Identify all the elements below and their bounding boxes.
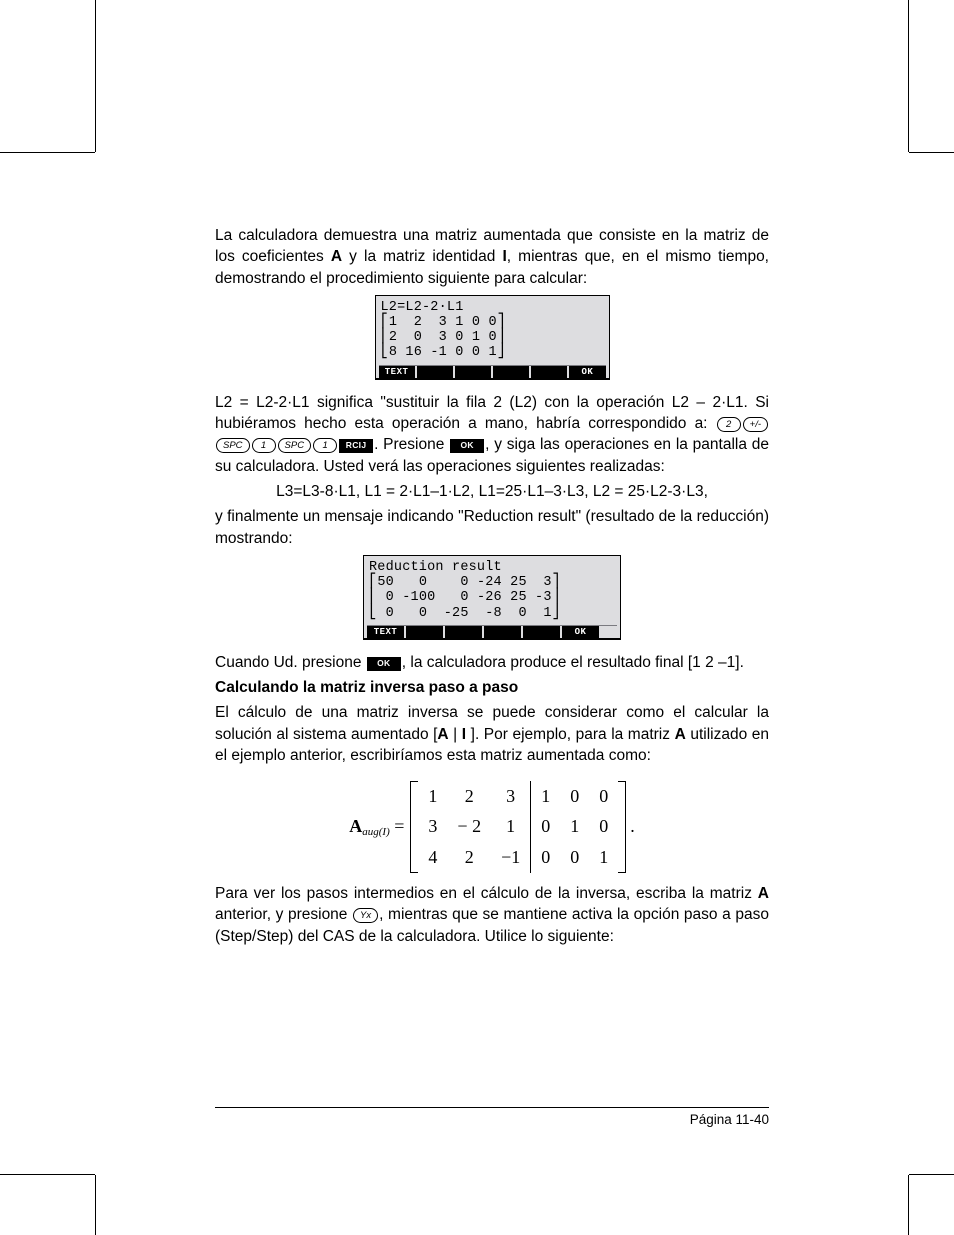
key-spc: SPC xyxy=(278,438,312,453)
cell: 4 xyxy=(418,842,447,873)
crop-mark xyxy=(908,1175,909,1235)
key-1: 1 xyxy=(252,438,276,453)
crop-mark xyxy=(95,1175,96,1235)
calc-menu: TEXT OK xyxy=(367,625,617,638)
cell: 3 xyxy=(491,781,531,812)
calc-screen: L2=L2-2·L1 ⎡1 2 3 1 0 0⎤ ⎢2 0 3 0 1 0⎥ ⎣… xyxy=(375,295,610,379)
text: , la calculadora produce el resultado fi… xyxy=(402,654,744,671)
softkey-blank xyxy=(523,626,560,638)
cell: 0 xyxy=(560,781,589,812)
cell: − 2 xyxy=(447,811,491,842)
cell: 3 xyxy=(418,811,447,842)
cell: 0 xyxy=(589,781,618,812)
softkey-blank xyxy=(406,626,443,638)
cell: 0 xyxy=(589,811,618,842)
softkey-ok: OK xyxy=(367,657,401,671)
text: | xyxy=(449,726,462,743)
bold-A: A xyxy=(437,726,448,743)
operations-line: L3=L3-8·L1, L1 = 2·L1–1·L2, L1=25·L1–3·L… xyxy=(215,481,769,502)
paragraph-3: y finalmente un mensaje indicando "Reduc… xyxy=(215,506,769,549)
softkey-ok: OK xyxy=(569,366,605,378)
cell: 1 xyxy=(531,781,561,812)
text: Para ver los pasos intermedios en el cál… xyxy=(215,885,758,902)
softkey-ok: OK xyxy=(450,439,484,453)
softkey-blank xyxy=(493,366,529,378)
key-2: 2 xyxy=(717,417,741,432)
crop-mark xyxy=(909,1174,954,1175)
section-heading: Calculando la matriz inversa paso a paso xyxy=(215,677,769,698)
augmented-matrix: 1 2 3 1 0 0 3 − 2 1 0 1 xyxy=(410,781,626,873)
crop-mark xyxy=(95,0,96,152)
calc-menu: TEXT OK xyxy=(379,365,606,378)
softkey-blank xyxy=(445,626,482,638)
text: Cuando Ud. presione xyxy=(215,654,366,671)
cell: 0 xyxy=(531,842,561,873)
cell: 1 xyxy=(491,811,531,842)
page-footer: Página 11-40 xyxy=(215,1107,769,1127)
cell: −1 xyxy=(491,842,531,873)
page: La calculadora demuestra una matriz aume… xyxy=(0,0,954,1235)
calc-screenshot-1: L2=L2-2·L1 ⎡1 2 3 1 0 0⎤ ⎢2 0 3 0 1 0⎥ ⎣… xyxy=(215,295,769,379)
matrix-table: 1 2 3 1 0 0 3 − 2 1 0 1 xyxy=(418,781,618,873)
paragraph-6: Para ver los pasos intermedios en el cál… xyxy=(215,883,769,947)
calc-text: Reduction result ⎡50 0 0 -24 25 3⎤ ⎢ 0 -… xyxy=(367,559,617,624)
softkey-rcij: RCIJ xyxy=(339,439,373,453)
softkey-text: TEXT xyxy=(367,626,404,638)
bold-A: A xyxy=(331,248,342,265)
cell: 0 xyxy=(531,811,561,842)
softkey-ok: OK xyxy=(562,626,599,638)
softkey-blank xyxy=(455,366,491,378)
cell: 1 xyxy=(418,781,447,812)
text: y la matriz identidad xyxy=(342,248,502,265)
cell: 0 xyxy=(560,842,589,873)
bold-A: A xyxy=(758,885,769,902)
crop-mark xyxy=(909,152,954,153)
softkey-blank xyxy=(531,366,567,378)
paragraph-2: L2 = L2-2·L1 significa "sustituir la fil… xyxy=(215,392,769,478)
softkey-blank xyxy=(417,366,453,378)
crop-mark xyxy=(0,1174,95,1175)
softkey-text: TEXT xyxy=(379,366,415,378)
text: ]. Por ejemplo, para la matriz xyxy=(466,726,674,743)
crop-mark xyxy=(0,152,95,153)
eq-lhs: Aaug(I) = xyxy=(349,814,404,840)
calc-screen: Reduction result ⎡50 0 0 -24 25 3⎤ ⎢ 0 -… xyxy=(363,555,621,639)
paragraph-1: La calculadora demuestra una matriz aume… xyxy=(215,225,769,289)
cell: 1 xyxy=(589,842,618,873)
text: . Presione xyxy=(374,436,449,453)
cell: 2 xyxy=(447,842,491,873)
period: . xyxy=(630,814,635,839)
paragraph-5: El cálculo de una matriz inversa se pued… xyxy=(215,702,769,766)
key-spc: SPC xyxy=(216,438,250,453)
key-inverse: Yx xyxy=(353,908,378,923)
augmented-matrix-equation: Aaug(I) = 1 2 3 1 0 0 3 xyxy=(215,781,769,873)
key-plusminus: +/- xyxy=(743,417,768,432)
softkey-blank xyxy=(484,626,521,638)
text: L2 = L2-2·L1 significa "sustituir la fil… xyxy=(215,394,769,432)
cell: 2 xyxy=(447,781,491,812)
text: anterior, y presione xyxy=(215,906,352,923)
page-number: Página 11-40 xyxy=(690,1112,769,1127)
bold-A: A xyxy=(675,726,686,743)
body-text-column: La calculadora demuestra una matriz aume… xyxy=(215,225,769,951)
crop-mark xyxy=(908,0,909,152)
paragraph-4: Cuando Ud. presione OK, la calculadora p… xyxy=(215,652,769,673)
calc-screenshot-2: Reduction result ⎡50 0 0 -24 25 3⎤ ⎢ 0 -… xyxy=(215,555,769,639)
calc-text: L2=L2-2·L1 ⎡1 2 3 1 0 0⎤ ⎢2 0 3 0 1 0⎥ ⎣… xyxy=(379,299,606,364)
key-1: 1 xyxy=(313,438,337,453)
cell: 1 xyxy=(560,811,589,842)
